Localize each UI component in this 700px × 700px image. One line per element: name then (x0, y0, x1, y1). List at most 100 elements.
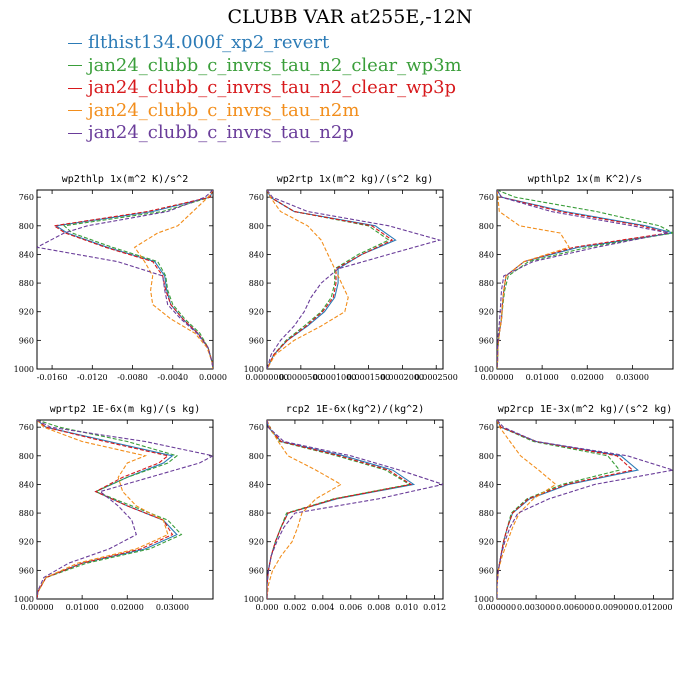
y-tick-label: 760 (479, 423, 494, 432)
legend-label: jan24_clubb_c_invrs_tau_n2p (88, 122, 354, 144)
x-tick-label: 0.02000 (111, 603, 144, 612)
y-tick-label: 960 (479, 566, 494, 575)
x-tick-label: 0.0001000 (313, 373, 356, 382)
series-line (267, 420, 416, 599)
y-tick-label: 1000 (14, 595, 34, 604)
series-line (497, 420, 621, 599)
legend-entry: jan24_clubb_c_invrs_tau_n2p (68, 122, 462, 145)
y-tick-label: 920 (19, 308, 34, 317)
y-tick-label: 760 (479, 193, 494, 202)
y-tick-label: 800 (479, 452, 494, 461)
series-line (497, 420, 673, 599)
y-tick-label: 960 (479, 336, 494, 345)
series-line (37, 190, 213, 369)
series-line (37, 420, 183, 599)
x-tick-label: 0.03000 (156, 603, 189, 612)
y-tick-label: 880 (479, 279, 494, 288)
panel-frame (36, 189, 214, 370)
legend-swatch (68, 110, 82, 112)
y-tick-label: 880 (249, 509, 264, 518)
series-line (52, 190, 213, 369)
series-line (267, 420, 443, 599)
panel-3: wpthlp2 1x(m K^2)/s 760 800 840 880 920 960 100… (474, 174, 674, 382)
x-tick-label: 0.012000 (634, 603, 672, 612)
series-line (497, 190, 669, 369)
series-line (267, 190, 442, 369)
x-tick-label: 0.0000 (199, 373, 227, 382)
y-tick-label: 960 (19, 566, 34, 575)
panel-4: wprtp2 1E-6x(m kg)/(s kg) 760 800 840 880 920… (14, 404, 214, 612)
panel-frame (266, 419, 444, 600)
y-tick-label: 880 (249, 279, 264, 288)
series-line (37, 420, 174, 599)
panel-title: wp2thlp 1x(m^2 K)/s^2 (62, 174, 188, 185)
figure-title: CLUBB VAR at255E,-12N (227, 6, 473, 28)
series-line (133, 190, 213, 369)
y-tick-label: 960 (249, 336, 264, 345)
x-tick-label: -0.0120 (77, 373, 108, 382)
series-line (497, 420, 640, 599)
series-line (37, 420, 169, 599)
legend-entry: jan24_clubb_c_invrs_tau_n2_clear_wp3m (68, 55, 462, 78)
y-tick-label: 1000 (244, 595, 264, 604)
y-tick-label: 800 (479, 222, 494, 231)
series-line (497, 420, 634, 599)
y-tick-label: 960 (249, 566, 264, 575)
y-tick-label: 840 (19, 250, 34, 259)
series-line (267, 190, 349, 369)
y-tick-label: 800 (19, 222, 34, 231)
y-tick-label: 920 (249, 308, 264, 317)
x-tick-label: 0.008 (367, 603, 390, 612)
legend-swatch (68, 42, 82, 44)
series-line (497, 190, 673, 369)
y-tick-label: 920 (479, 308, 494, 317)
panel-frame (36, 419, 214, 600)
x-tick-label: 0.002 (283, 603, 306, 612)
y-tick-label: 920 (249, 538, 264, 547)
y-tick-label: 920 (479, 538, 494, 547)
x-tick-label: 0.003000 (517, 603, 555, 612)
series-line (267, 420, 343, 599)
legend-label: jan24_clubb_c_invrs_tau_n2_clear_wp3p (88, 77, 457, 99)
y-tick-label: 800 (249, 222, 264, 231)
y-tick-label: 840 (479, 480, 494, 489)
y-tick-label: 840 (19, 480, 34, 489)
x-tick-label: -0.0040 (157, 373, 188, 382)
y-tick-label: 800 (19, 452, 34, 461)
x-tick-label: 0.0001500 (347, 373, 390, 382)
y-tick-label: 760 (249, 423, 264, 432)
x-tick-label: 0.009000 (595, 603, 633, 612)
x-tick-label: 0.00000 (480, 373, 513, 382)
x-tick-label: 0.0002500 (415, 373, 458, 382)
y-tick-label: 800 (249, 452, 264, 461)
legend-label: flthist134.000f_xp2_revert (88, 32, 330, 54)
x-tick-label: 0.0002000 (381, 373, 424, 382)
legend-entry: jan24_clubb_c_invrs_tau_n2m (68, 100, 462, 123)
x-tick-label: 0.012 (423, 603, 446, 612)
x-tick-label: 0.006 (339, 603, 362, 612)
x-tick-label: -0.0080 (117, 373, 148, 382)
y-tick-label: 920 (19, 538, 34, 547)
series-line (267, 190, 394, 369)
series-line (267, 420, 413, 599)
y-tick-label: 880 (19, 509, 34, 518)
x-tick-label: 0.006000 (556, 603, 594, 612)
panel-title: wpthlp2 1x(m K^2)/s (528, 174, 642, 185)
panel-title: wp2rtp 1x(m^2 kg)/(s^2 kg) (277, 174, 434, 185)
x-tick-label: 0.004 (311, 603, 334, 612)
legend-swatch (68, 65, 82, 67)
y-tick-label: 1000 (474, 595, 494, 604)
x-tick-label: 0.0000000 (245, 373, 288, 382)
x-tick-label: 0.0000500 (279, 373, 322, 382)
panel-frame (266, 189, 444, 370)
panel-frame (496, 419, 674, 600)
y-tick-label: 840 (249, 250, 264, 259)
panel-5: rcp2 1E-6x(kg^2)/(kg^2) 760 800 840 880 920 96… (244, 404, 446, 612)
x-tick-label: 0.03000 (616, 373, 649, 382)
y-tick-label: 1000 (14, 365, 34, 374)
legend: flthist134.000f_xp2_revert jan24_clubb_c_… (68, 32, 462, 145)
x-tick-label: 0.01000 (526, 373, 559, 382)
legend-label: jan24_clubb_c_invrs_tau_n2m (88, 99, 360, 121)
y-tick-label: 1000 (474, 365, 494, 374)
